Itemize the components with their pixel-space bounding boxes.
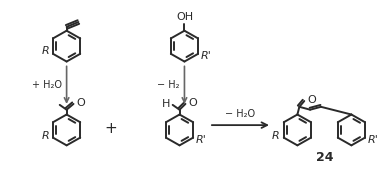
Text: R: R [272,131,280,141]
Text: R': R' [196,135,207,144]
Text: R': R' [201,51,212,61]
Text: R: R [41,131,49,141]
Text: O: O [307,95,316,105]
Text: + H₂O: + H₂O [32,80,62,90]
Text: H: H [162,99,171,109]
Text: O: O [76,98,85,108]
Text: R': R' [368,135,379,144]
Text: 24: 24 [316,151,333,164]
Text: − H₂: − H₂ [157,80,180,90]
Text: R: R [41,46,49,56]
Text: +: + [104,121,117,135]
Text: O: O [189,98,197,108]
Text: OH: OH [176,12,193,22]
Text: − H₂O: − H₂O [225,109,255,119]
